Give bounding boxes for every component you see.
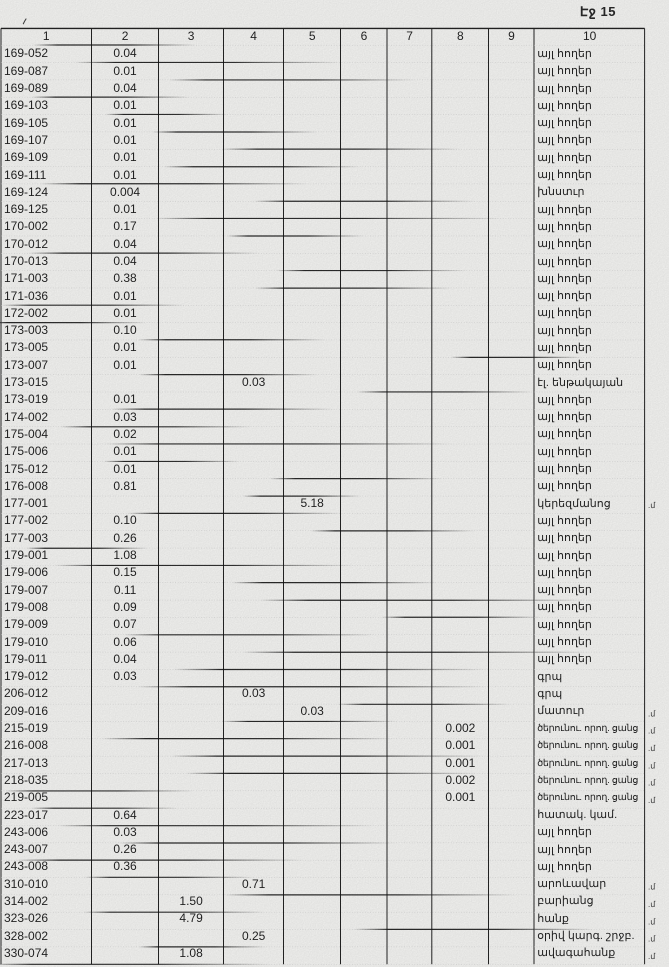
svg-text:.մ: .մ [648,796,656,805]
svg-text:.մ: .մ [648,883,656,892]
svg-text:.մ: .մ [648,917,656,926]
svg-text:.մ: .մ [648,744,656,753]
svg-text:.մ: .մ [648,779,656,788]
svg-text:.մ: .մ [648,952,656,961]
svg-text:.մ: .մ [648,900,656,909]
svg-text:.մ: .մ [648,761,656,770]
svg-text:.մ: .մ [648,709,656,718]
svg-text:.մ: .մ [648,935,656,944]
svg-text:.մ: .մ [648,501,656,510]
svg-text:.մ: .մ [648,727,656,736]
